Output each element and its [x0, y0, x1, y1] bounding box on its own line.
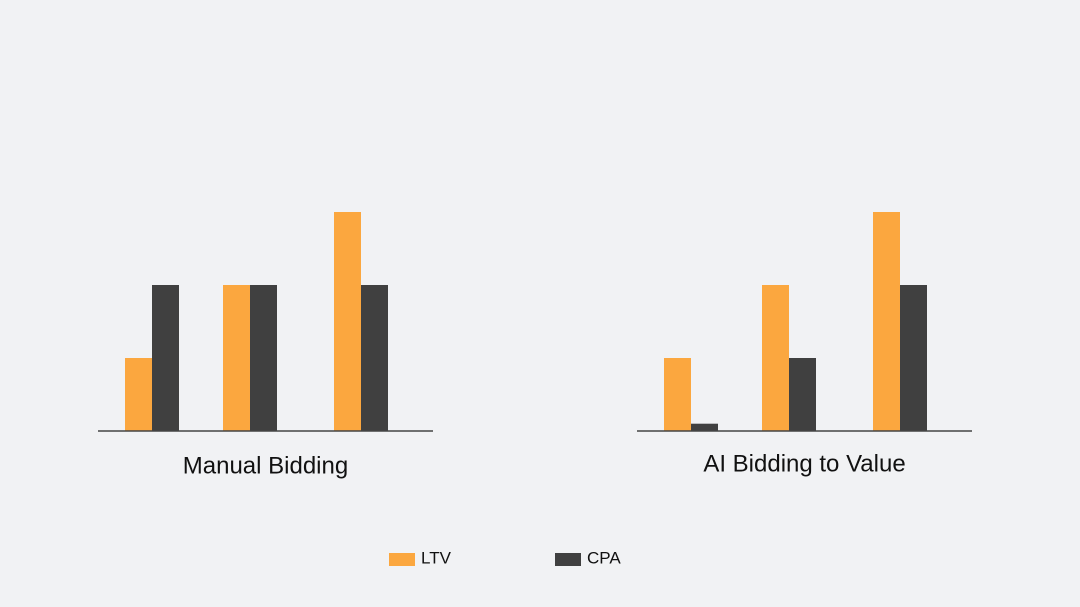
bar — [664, 358, 691, 431]
legend-label: LTV — [421, 548, 452, 567]
bar — [361, 285, 388, 431]
chart-title: AI Bidding to Value — [703, 450, 905, 477]
legend-swatch — [555, 553, 581, 566]
bar — [691, 423, 718, 431]
bar — [125, 358, 152, 431]
bar — [152, 285, 179, 431]
bar — [789, 358, 816, 431]
legend-swatch — [389, 553, 415, 566]
bar — [900, 285, 927, 431]
bar — [223, 285, 250, 431]
legend-label: CPA — [587, 548, 621, 567]
bar — [334, 212, 361, 431]
bar — [250, 285, 277, 431]
chart-title: Manual Bidding — [183, 452, 348, 479]
bar — [873, 212, 900, 431]
bar — [762, 285, 789, 431]
